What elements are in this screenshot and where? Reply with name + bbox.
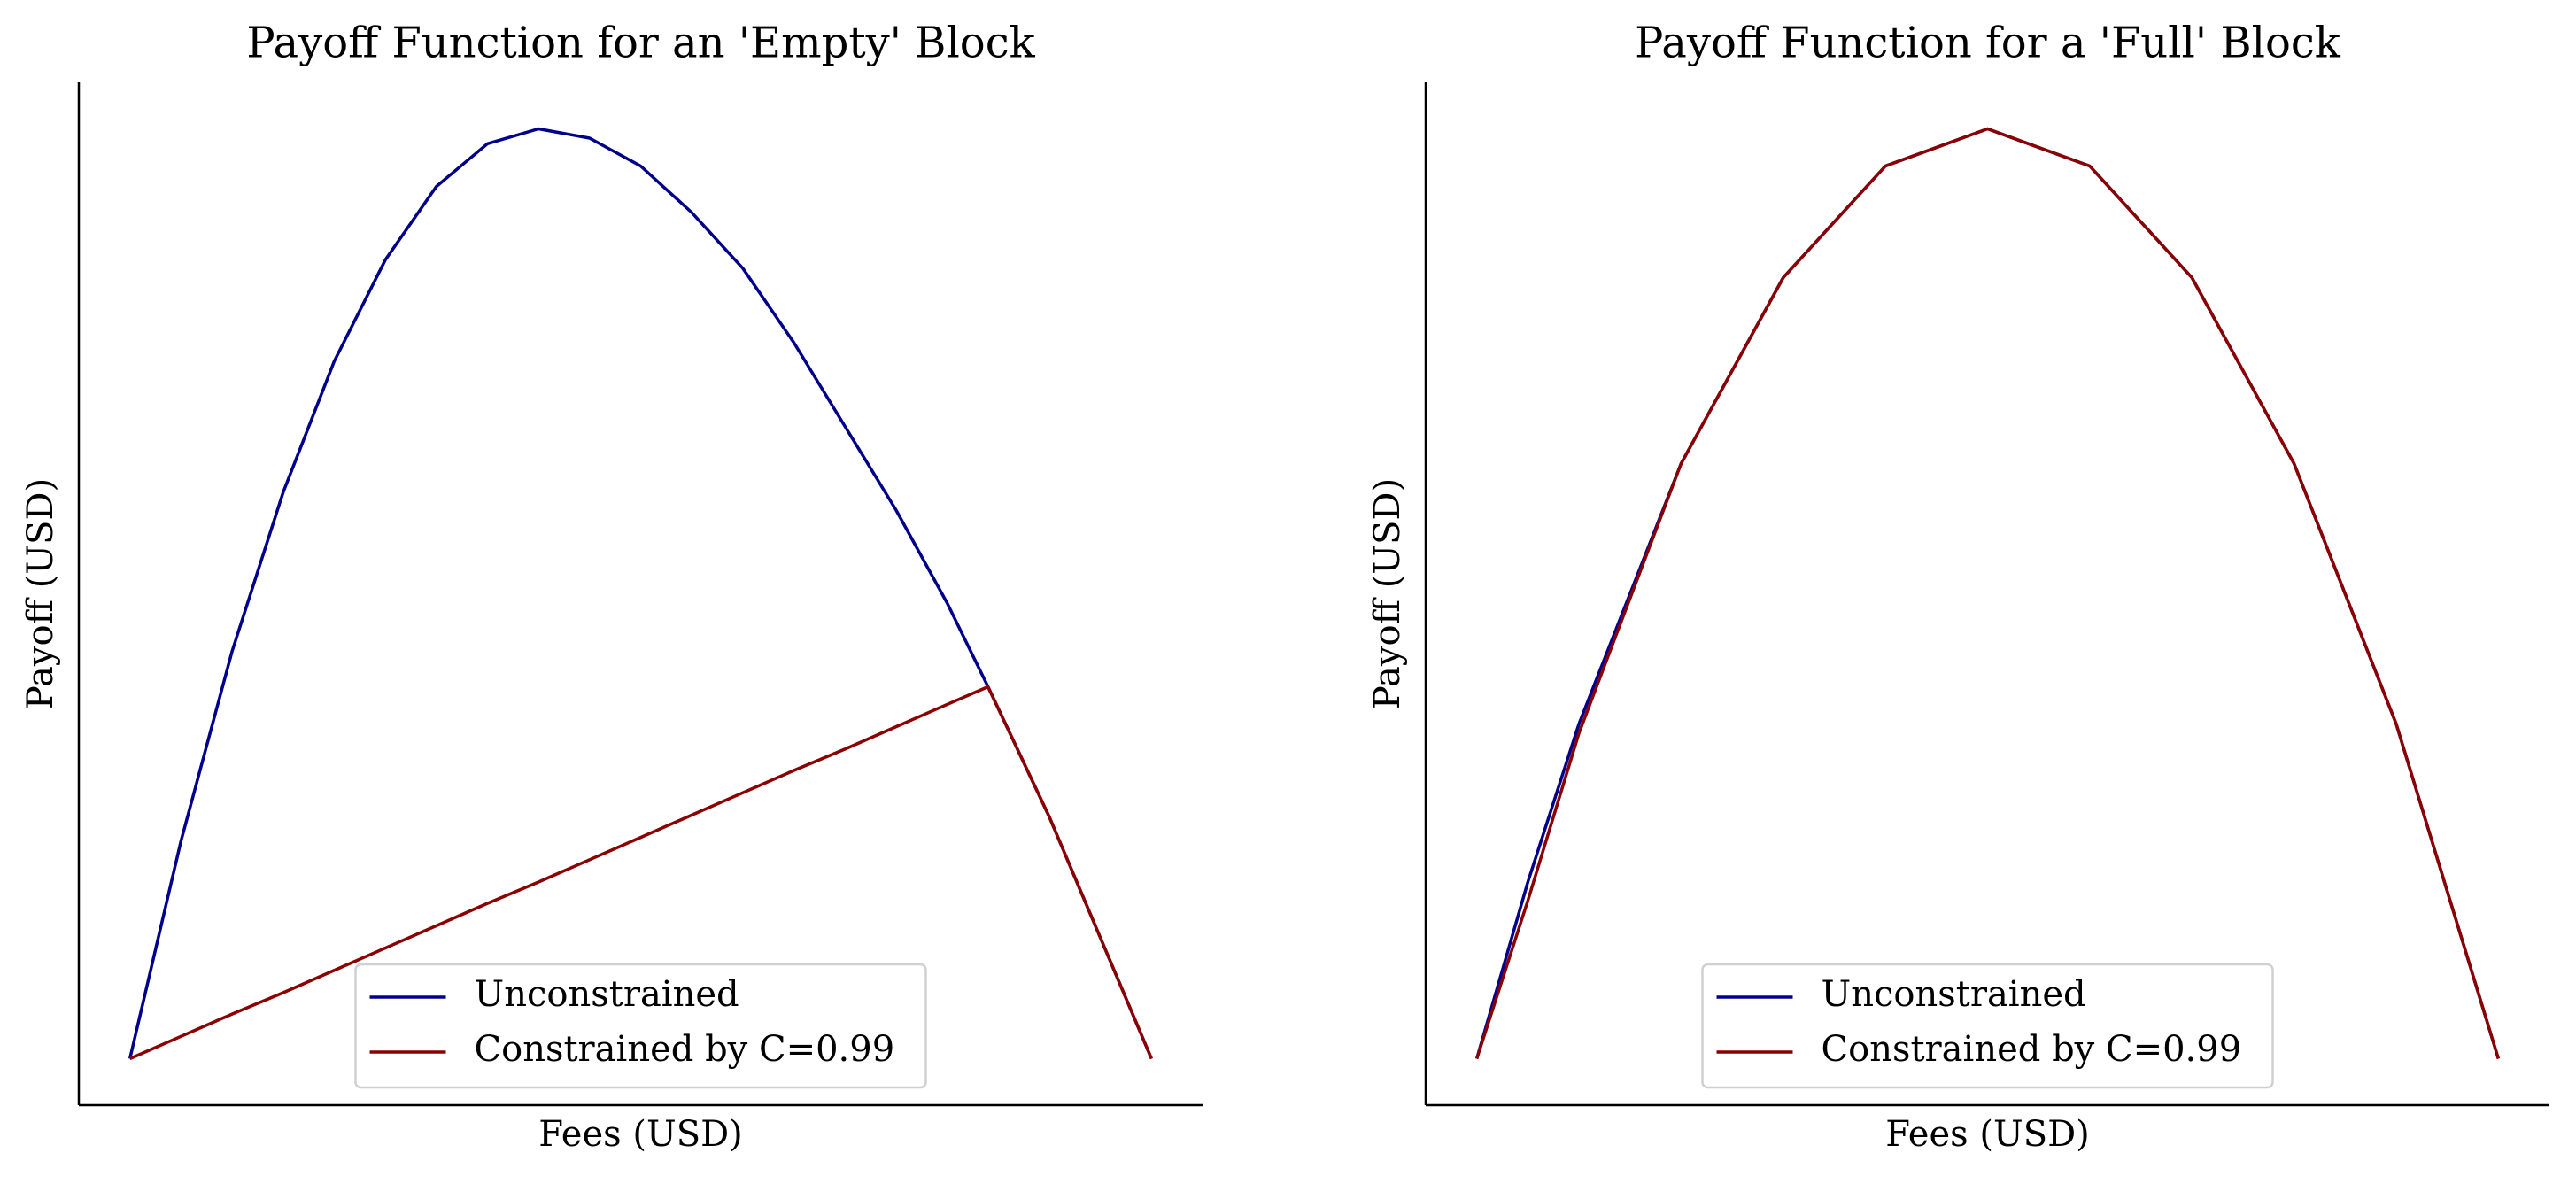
subplot: Payoff Function for a 'Full' Block Fees (…	[1367, 19, 2549, 1155]
legend: Unconstrained Constrained by C=0.99	[354, 963, 927, 1089]
y-axis-label: Payoff (USD)	[20, 478, 61, 709]
data-line	[128, 685, 1153, 1061]
legend: Unconstrained Constrained by C=0.99	[1701, 963, 2274, 1089]
subplot: Payoff Function for an 'Empty' Block Fees…	[20, 19, 1203, 1155]
x-axis-label: Fees (USD)	[1885, 1114, 2090, 1155]
legend-label: Constrained by C=0.99	[1822, 1029, 2242, 1070]
data-line	[128, 127, 1153, 1060]
chart-title: Payoff Function for an 'Empty' Block	[246, 19, 1035, 68]
chart-title: Payoff Function for a 'Full' Block	[1635, 19, 2341, 68]
data-line	[1475, 127, 2500, 1060]
legend-box	[354, 963, 927, 1089]
legend-label: Unconstrained	[1822, 974, 2086, 1015]
x-axis-label: Fees (USD)	[538, 1114, 743, 1155]
legend-label: Unconstrained	[475, 974, 739, 1015]
legend-label: Constrained by C=0.99	[475, 1029, 895, 1070]
legend-box	[1701, 963, 2274, 1089]
y-axis-label: Payoff (USD)	[1367, 478, 1408, 709]
